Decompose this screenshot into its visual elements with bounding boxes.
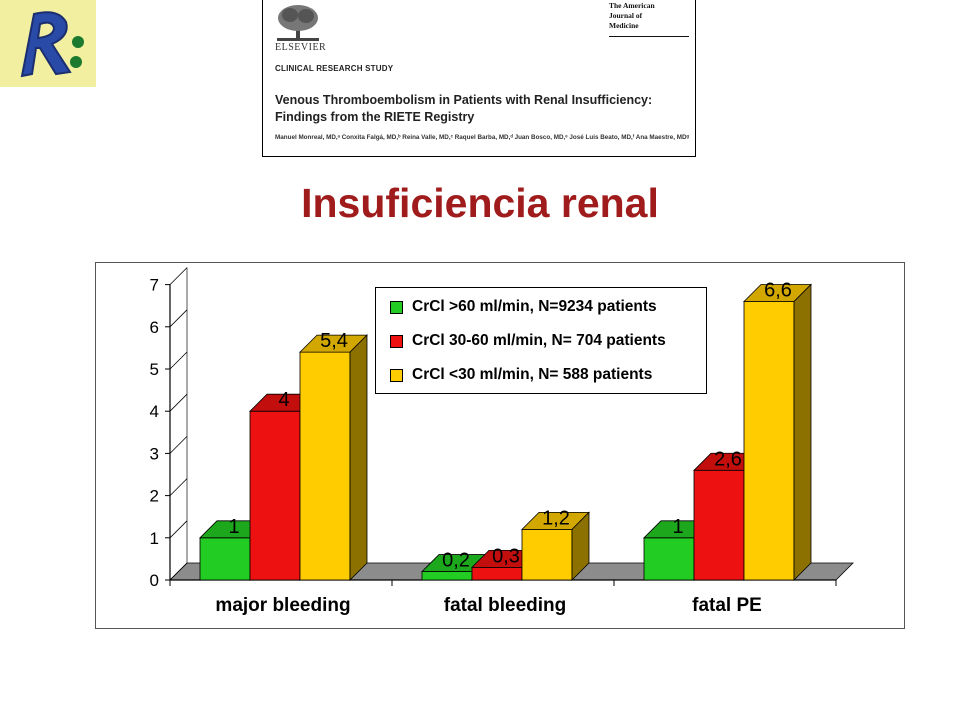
y-tick-label: 4 xyxy=(150,402,159,421)
bar-front xyxy=(521,528,573,581)
legend-swatch xyxy=(390,368,403,382)
slide-title: Insuficiencia renal xyxy=(301,180,659,226)
legend-label: CrCl <30 ml/min, N= 588 patients xyxy=(412,366,653,383)
journal-name: The American Journal of Medicine xyxy=(609,1,689,31)
article-title: Venous Thromboembolism in Patients with … xyxy=(275,93,653,124)
data-label: 0,2 xyxy=(442,550,470,572)
chart-legend: CrCl >60 ml/min, N=9234 patients CrCl 30… xyxy=(375,287,707,394)
data-label: 0,3 xyxy=(492,545,520,567)
data-label: 2,6 xyxy=(714,448,742,470)
y-tick-label: 0 xyxy=(150,571,159,590)
x-category-label: major bleeding xyxy=(215,595,350,616)
journal-name-line: Medicine xyxy=(609,21,639,30)
y-tick-diagonal xyxy=(169,436,188,454)
y-tick-label: 6 xyxy=(150,318,159,337)
data-label: 1 xyxy=(228,516,239,538)
legend-item: CrCl >60 ml/min, N=9234 patients xyxy=(390,298,657,316)
r-logo-icon xyxy=(20,11,84,78)
article-authors: Manuel Monreal, MD,ᵃ Conxita Falgá, MD,ᵇ… xyxy=(275,134,689,141)
y-tick-diagonal xyxy=(169,267,188,285)
x-category-label: fatal bleeding xyxy=(444,595,566,616)
bar-front xyxy=(471,566,523,581)
bar-front xyxy=(199,537,251,581)
data-label: 6,6 xyxy=(764,279,792,301)
y-tick-label: 1 xyxy=(150,529,159,548)
bar-front xyxy=(743,301,795,581)
legend-swatch xyxy=(390,334,403,348)
publisher-name: ELSEVIER xyxy=(275,42,327,53)
journal-article-header: ELSEVIER The American Journal of Medicin… xyxy=(262,0,696,157)
data-label: 1,2 xyxy=(542,507,570,529)
y-tick-label: 3 xyxy=(150,444,159,463)
bar-front xyxy=(693,469,745,581)
journal-name-rule xyxy=(609,36,689,37)
bar-front xyxy=(299,351,351,581)
y-tick-diagonal xyxy=(169,478,188,496)
bar-front xyxy=(249,410,301,581)
bar-side xyxy=(793,283,812,581)
data-label: 5,4 xyxy=(320,330,348,352)
y-tick-label: 5 xyxy=(150,360,159,379)
y-tick-diagonal xyxy=(169,351,188,370)
bar-side xyxy=(349,334,368,581)
data-label: 1 xyxy=(672,516,683,538)
bar-front xyxy=(643,537,695,581)
x-category-label: fatal PE xyxy=(692,595,762,616)
legend-item: CrCl <30 ml/min, N= 588 patients xyxy=(390,366,652,384)
legend-label: CrCl >60 ml/min, N=9234 patients xyxy=(412,298,657,315)
y-tick-label: 7 xyxy=(150,276,159,295)
legend-swatch xyxy=(390,300,403,314)
legend-item: CrCl 30-60 ml/min, N= 704 patients xyxy=(390,332,666,350)
y-tick-label: 2 xyxy=(150,487,159,506)
article-section: CLINICAL RESEARCH STUDY xyxy=(275,64,394,73)
y-tick-diagonal xyxy=(169,309,188,328)
elsevier-tree-icon xyxy=(277,5,319,41)
y-tick-diagonal xyxy=(169,393,188,412)
bar-side xyxy=(571,511,590,581)
chart-frame xyxy=(95,262,905,629)
y-tick-diagonal xyxy=(169,562,188,581)
legend-label: CrCl 30-60 ml/min, N= 704 patients xyxy=(412,332,666,349)
bar-front xyxy=(421,571,473,581)
y-tick-diagonal xyxy=(169,520,188,539)
riete-logo xyxy=(0,0,96,87)
data-label: 4 xyxy=(278,389,289,411)
journal-name-line: The American xyxy=(609,1,655,10)
journal-name-line: Journal of xyxy=(609,11,643,20)
